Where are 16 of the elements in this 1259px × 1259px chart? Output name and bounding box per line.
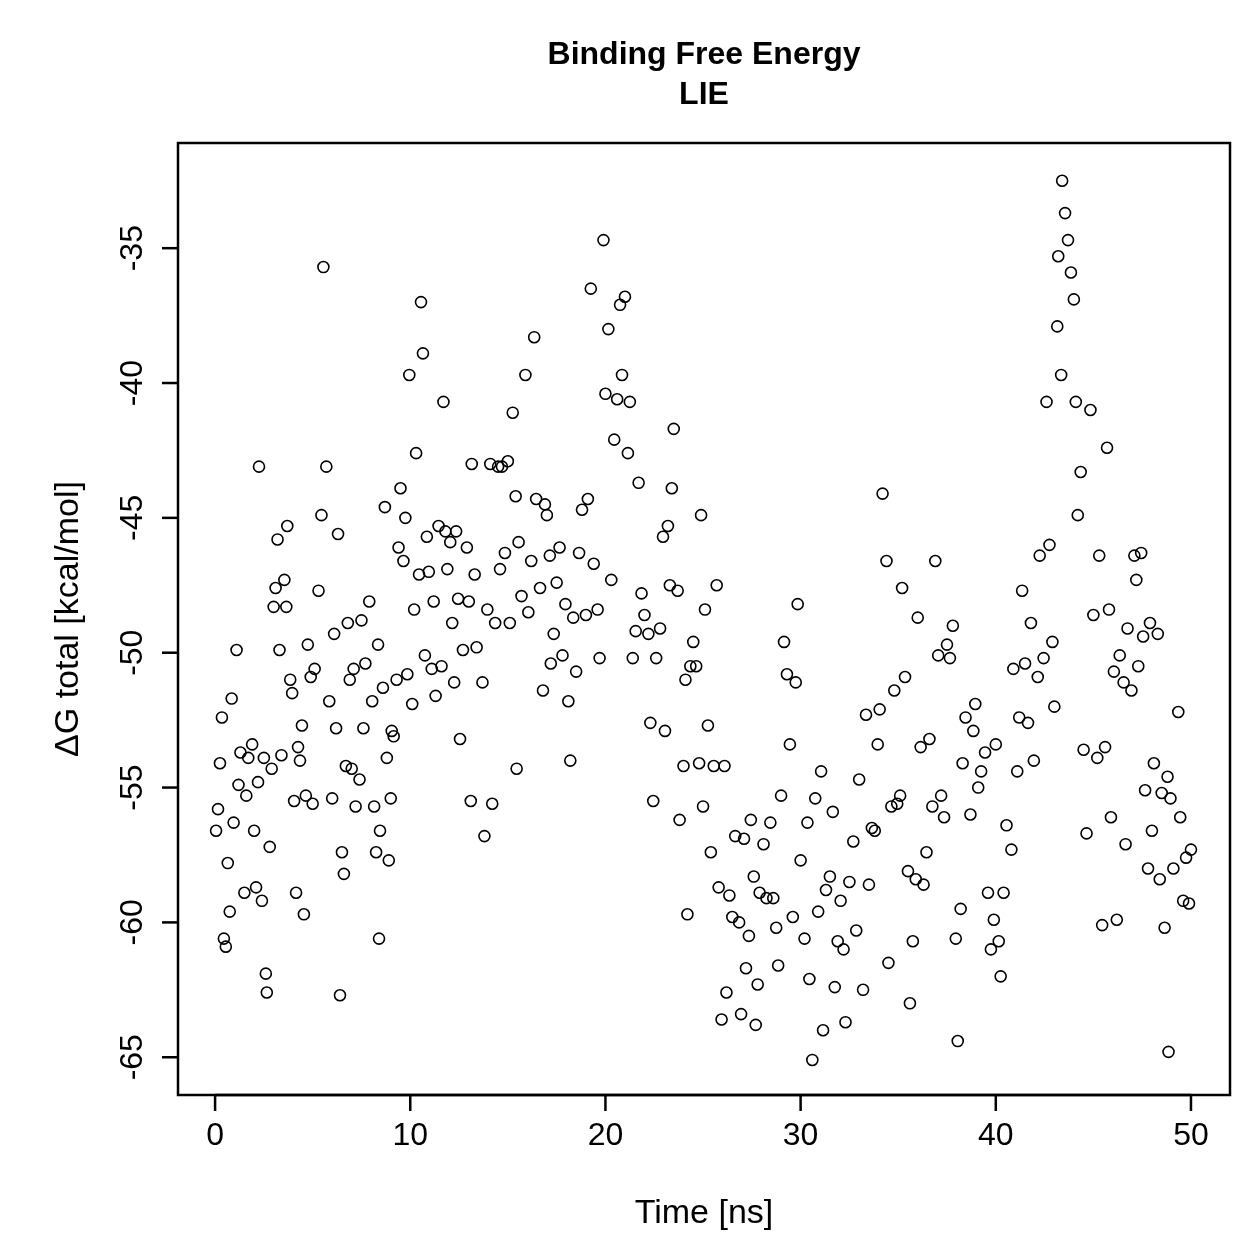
- y-tick-label: -60: [113, 899, 149, 946]
- y-tick-label: -50: [113, 629, 149, 676]
- x-axis-title: Time [ns]: [634, 1192, 774, 1230]
- y-tick-label: -55: [113, 764, 149, 811]
- x-tick-label: 0: [206, 1116, 224, 1152]
- y-tick-label: -45: [113, 494, 149, 541]
- y-tick-label: -40: [113, 359, 149, 407]
- x-tick-label: 30: [782, 1116, 819, 1152]
- chart-title: Binding Free Energy LIE: [547, 35, 861, 111]
- x-tick-label: 50: [1173, 1116, 1209, 1152]
- y-tick-label: -65: [113, 1034, 149, 1081]
- x-tick-label: 10: [392, 1116, 429, 1152]
- y-axis-title: ΔG total [kcal/mol]: [47, 481, 85, 757]
- x-tick-label: 40: [977, 1116, 1014, 1152]
- y-tick-label: -35: [113, 225, 149, 272]
- x-tick-label: 20: [587, 1116, 624, 1152]
